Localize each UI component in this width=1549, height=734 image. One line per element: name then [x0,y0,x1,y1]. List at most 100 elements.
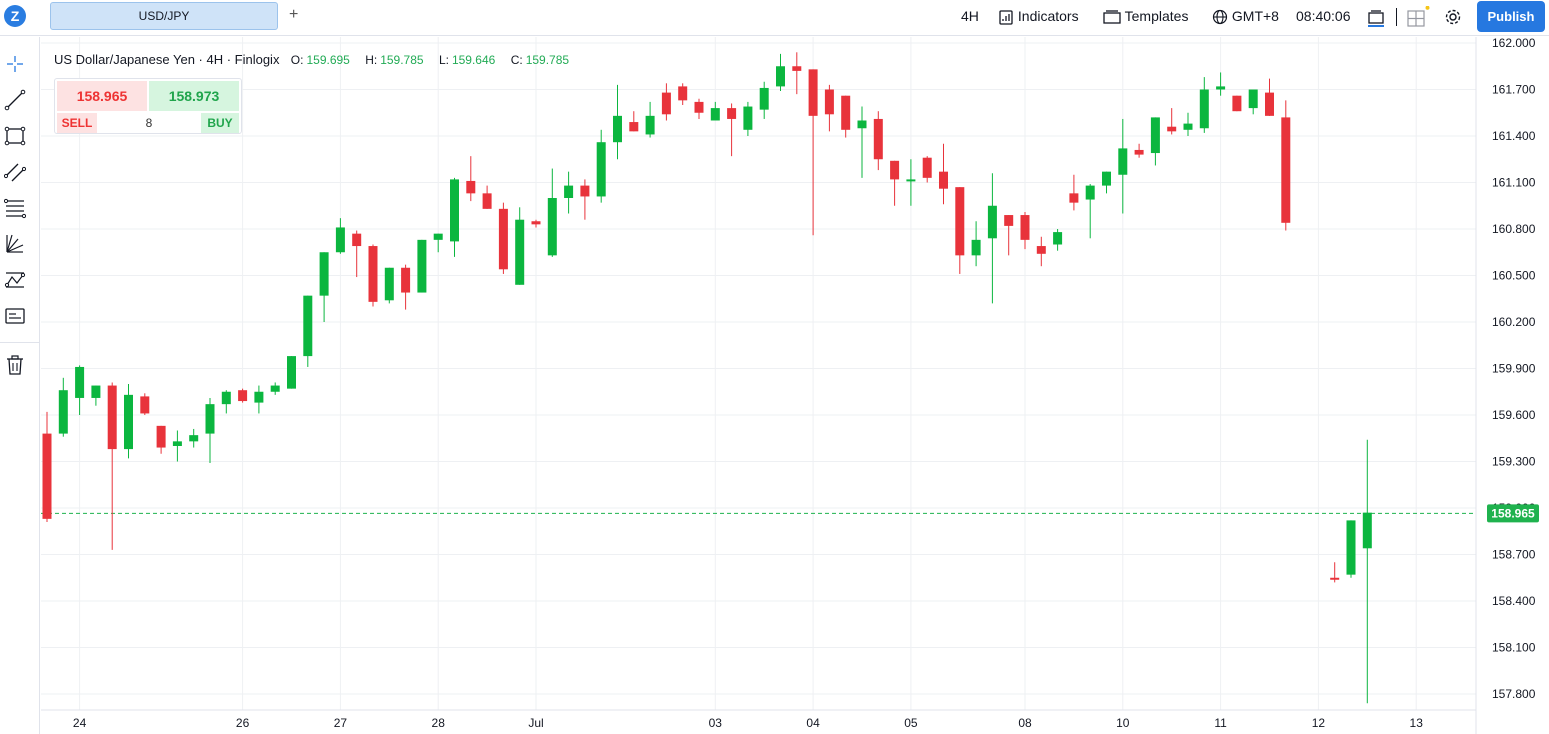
candle-body [727,108,737,119]
gann-fan-icon [6,234,24,253]
candle-body [42,433,52,519]
price-tick-label: 161.700 [1492,83,1536,97]
symbol-search-button[interactable]: USD/JPY [50,2,278,30]
candle-body [873,118,883,160]
candle-body [694,101,704,113]
text-note-tool[interactable] [4,305,26,327]
trash-icon [7,355,23,375]
crosshair-icon [7,56,23,72]
templates-icon [1103,10,1121,24]
time-tick-label: 28 [432,716,446,730]
candle-body [645,115,655,135]
candle-body [352,233,362,247]
settings-button[interactable] [1443,7,1463,30]
time-tick-label: 08 [1018,716,1032,730]
candle-body [564,185,574,198]
pattern-tool[interactable] [4,269,26,291]
time-tick-label: 05 [904,716,918,730]
grid-layout-button[interactable] [1406,5,1430,31]
candle-body [205,404,215,434]
timezone-label: GMT+8 [1231,8,1279,24]
price-tick-label: 160.500 [1492,269,1536,283]
crosshair-tool[interactable] [4,53,26,75]
candle-body [75,366,85,398]
candle-body [792,66,802,71]
candle-body [1167,126,1177,132]
candle-body [498,208,508,270]
price-tick-label: 161.100 [1492,176,1536,190]
buy-price-button[interactable]: 158.973 [149,81,239,111]
interval-selector[interactable]: 4H [961,8,979,24]
candle-body [1199,89,1209,129]
candle-body [433,233,443,240]
trend-line-icon [4,89,26,111]
candle-body [743,106,753,130]
app-logo[interactable]: Z [4,5,26,27]
candle-body [91,385,101,398]
candle-body [1053,232,1063,245]
price-tick-label: 159.900 [1492,362,1536,376]
candle-body [1102,171,1111,186]
candle-body [1362,512,1372,549]
candle-body [1134,149,1144,155]
layout-button[interactable] [1366,7,1386,30]
top-toolbar: Z USD/JPY + 4H Indicators Templates GMT+… [0,0,1549,36]
candle-body [270,385,280,392]
sidebar-divider [0,342,39,343]
candle-body [1004,215,1014,226]
candle-body [939,171,948,189]
rectangle-tool[interactable] [4,125,26,147]
candle-body [1232,95,1242,112]
candle-body [776,66,785,87]
add-symbol-button[interactable]: + [289,6,299,23]
time-tick-label: 26 [236,716,250,730]
price-tick-label: 159.600 [1492,408,1536,422]
time-tick-label: 03 [709,716,723,730]
candle-body [661,92,671,115]
trend-line-tool[interactable] [4,89,26,111]
indicators-icon [999,10,1013,25]
indicators-button[interactable]: Indicators [998,8,1079,25]
price-tick-label: 157.800 [1492,687,1536,701]
open-value: 159.695 [306,53,350,67]
candle-body [335,227,345,253]
timezone-button[interactable]: GMT+8 [1212,8,1279,25]
candle-body [58,390,68,434]
low-label: L: [438,53,449,67]
gann-fan-tool[interactable] [4,233,26,255]
high-label: H: [365,53,378,67]
templates-button[interactable]: Templates [1103,8,1188,25]
candle-body [987,205,997,239]
candle-body [596,142,606,197]
candle-body [238,390,248,402]
candle-body [613,115,622,143]
candle-body [971,239,981,256]
price-tick-label: 162.000 [1492,36,1536,50]
toolbar-divider [1396,8,1397,26]
open-label: O: [290,53,304,67]
price-tick-label: 161.400 [1492,129,1536,143]
sell-button[interactable]: SELL [57,113,97,133]
candle-body [1118,148,1128,175]
fib-levels-tool[interactable] [3,197,27,219]
time-tick-label: 24 [73,716,87,730]
candle-body [1085,185,1095,200]
candle-body [401,267,411,293]
current-price-label: 158.965 [1491,506,1535,520]
candle-body [221,391,231,405]
channel-tool[interactable] [3,161,27,183]
sell-price-button[interactable]: 158.965 [57,81,147,111]
candle-body [384,267,394,301]
candle-body [156,425,166,448]
publish-button[interactable]: Publish [1477,1,1545,32]
candle-body [678,86,688,101]
gear-icon [1445,9,1461,25]
quantity-input[interactable]: 8 [145,116,153,130]
candle-body [1330,577,1340,580]
close-value: 159.785 [525,53,570,67]
buy-button[interactable]: BUY [201,113,239,133]
price-tick-label: 158.700 [1492,548,1536,562]
remove-drawings-button[interactable] [4,354,26,376]
candle-body [890,160,900,180]
